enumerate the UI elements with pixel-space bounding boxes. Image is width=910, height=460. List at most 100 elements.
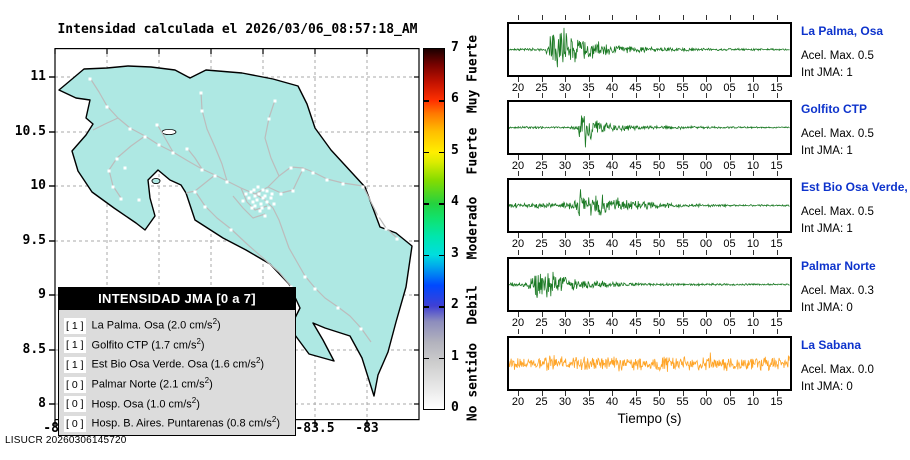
seismogram-box xyxy=(507,257,792,312)
time-tick-label: 35 xyxy=(582,317,595,329)
station-jma: Int JMA: 0 xyxy=(801,381,853,393)
legend-row: [ 0 ] Hosp. Osa (1.0 cm/s2) xyxy=(64,395,200,413)
time-tick-label: 30 xyxy=(558,396,572,408)
time-tick-label: 35 xyxy=(582,160,595,172)
time-tick-label: 50 xyxy=(652,238,666,250)
colorbar-tick-label: 1 xyxy=(451,348,459,364)
time-tick-label: 15 xyxy=(770,396,783,408)
colorbar-tick-label: 3 xyxy=(451,245,459,261)
time-tick-label: 55 xyxy=(676,238,689,250)
intensity-chip: [ 1 ] xyxy=(64,337,86,354)
intensity-chip: [ 1 ] xyxy=(64,317,86,334)
lat-tick-label: 9 xyxy=(38,287,46,302)
time-tick-label: 20 xyxy=(511,82,525,94)
time-tick-label: 40 xyxy=(605,238,619,250)
station-info: La Sabana Acel. Max. 0.0 Int JMA: 0 xyxy=(801,338,874,398)
station-name: Est Bio Osa Verde, Osa xyxy=(801,180,910,194)
station-info: Est Bio Osa Verde, Osa Acel. Max. 0.5 In… xyxy=(801,180,910,240)
lat-tick-label: 10.5 xyxy=(14,124,46,139)
intensity-chip: [ 0 ] xyxy=(64,415,86,432)
time-tick-label: 35 xyxy=(582,238,595,250)
costa-rica-map xyxy=(49,48,420,426)
time-tick-label: 50 xyxy=(652,396,666,408)
lat-tick-label: 8.5 xyxy=(22,342,46,357)
colorbar-category-label: Debil xyxy=(465,285,481,325)
time-tick-label: 30 xyxy=(558,317,572,329)
time-tick-label: 30 xyxy=(558,238,572,250)
legend-row: [ 0 ] Hosp. B. Aires. Puntarenas (0.8 cm/… xyxy=(64,415,280,432)
legend-row: [ 1 ] La Palma. Osa (2.0 cm/s2) xyxy=(64,317,221,334)
station-jma: Int JMA: 1 xyxy=(801,223,853,235)
station-name: La Sabana xyxy=(801,338,862,352)
colorbar-tick-label: 2 xyxy=(451,297,459,313)
legend-body: [ 1 ] La Palma. Osa (2.0 cm/s2) [ 1 ] Golf… xyxy=(59,309,295,435)
colorbar-tick-label: 5 xyxy=(451,142,459,158)
station-accel: Acel. Max. 0.5 xyxy=(801,128,874,140)
seismogram-box xyxy=(507,22,792,77)
intensity-chip: [ 0 ] xyxy=(64,376,86,393)
time-tick-label: 50 xyxy=(652,82,666,94)
colorbar-category-label: Moderado xyxy=(465,196,481,260)
time-tick-label: 35 xyxy=(582,396,595,408)
time-axis-label: Tiempo (s) xyxy=(617,411,682,426)
seismogram-box xyxy=(507,100,792,155)
time-tick-label: 20 xyxy=(511,160,525,172)
intensity-chip: [ 0 ] xyxy=(64,396,86,413)
time-tick-label: 10 xyxy=(746,238,760,250)
time-tick-label: 20 xyxy=(511,396,525,408)
time-tick-label: 05 xyxy=(723,160,736,172)
legend-row: [ 1 ] Est Bio Osa Verde. Osa (1.6 cm/s2) xyxy=(64,356,265,373)
lat-tick-label: 8 xyxy=(38,396,46,411)
colorbar-category-label: Fuerte xyxy=(465,127,481,175)
map-title: Intensidad calculada el 2026/03/06_08:57… xyxy=(57,22,418,37)
time-tick-label: 50 xyxy=(652,317,666,329)
time-tick-label: 05 xyxy=(723,82,736,94)
station-accel: Acel. Max. 0.5 xyxy=(801,206,874,218)
time-tick-label: 55 xyxy=(676,396,689,408)
time-tick-label: 15 xyxy=(770,160,783,172)
lat-tick-label: 11 xyxy=(30,69,46,84)
time-tick-label: 25 xyxy=(535,160,548,172)
colorbar-tick-label: 6 xyxy=(451,91,459,107)
seismogram-box xyxy=(507,178,792,233)
time-tick-label: 40 xyxy=(605,317,619,329)
time-tick-label: 45 xyxy=(629,396,642,408)
station-accel: Acel. Max. 0.5 xyxy=(801,50,874,62)
time-tick-label: 00 xyxy=(699,396,713,408)
station-jma: Int JMA: 1 xyxy=(801,67,853,79)
station-name: La Palma, Osa xyxy=(801,24,884,38)
colorbar-tick-label: 4 xyxy=(451,194,459,210)
legend-row-text: Golfito CTP (1.7 cm/s xyxy=(91,339,197,352)
intensity-colorbar xyxy=(423,48,445,410)
station-info: Golfito CTP Acel. Max. 0.5 Int JMA: 1 xyxy=(801,102,874,162)
time-tick-label: 15 xyxy=(770,317,783,329)
time-tick-label: 25 xyxy=(535,238,548,250)
time-tick-label: 00 xyxy=(699,160,713,172)
lat-tick-label: 10 xyxy=(30,178,46,193)
colorbar-category-label: Muy Fuerte xyxy=(465,34,481,113)
time-tick-label: 20 xyxy=(511,238,525,250)
time-tick-label: 45 xyxy=(629,82,642,94)
time-tick-label: 10 xyxy=(746,160,760,172)
time-tick-label: 25 xyxy=(535,82,548,94)
time-tick-label: 25 xyxy=(535,317,548,329)
footer-code: LISUCR 20260306145720 xyxy=(5,435,127,446)
time-tick-label: 40 xyxy=(605,82,619,94)
station-jma: Int JMA: 1 xyxy=(801,145,853,157)
time-tick-label: 15 xyxy=(770,238,783,250)
colorbar-category-label: No sentido xyxy=(465,343,481,422)
station-name: Golfito CTP xyxy=(801,102,867,116)
time-tick-label: 20 xyxy=(511,317,525,329)
time-tick-label: 45 xyxy=(629,160,642,172)
seismogram-box xyxy=(507,336,792,391)
station-accel: Acel. Max. 0.0 xyxy=(801,364,874,376)
time-tick-label: 45 xyxy=(629,317,642,329)
time-tick-label: 45 xyxy=(629,238,642,250)
legend-row-text: La Palma. Osa (2.0 cm/s xyxy=(91,319,213,332)
time-tick-label: 10 xyxy=(746,82,760,94)
time-tick-label: 00 xyxy=(699,82,713,94)
legend-row-text: Hosp. Osa (1.0 cm/s xyxy=(91,398,192,411)
station-name: Palmar Norte xyxy=(801,259,876,273)
time-tick-label: 40 xyxy=(605,396,619,408)
